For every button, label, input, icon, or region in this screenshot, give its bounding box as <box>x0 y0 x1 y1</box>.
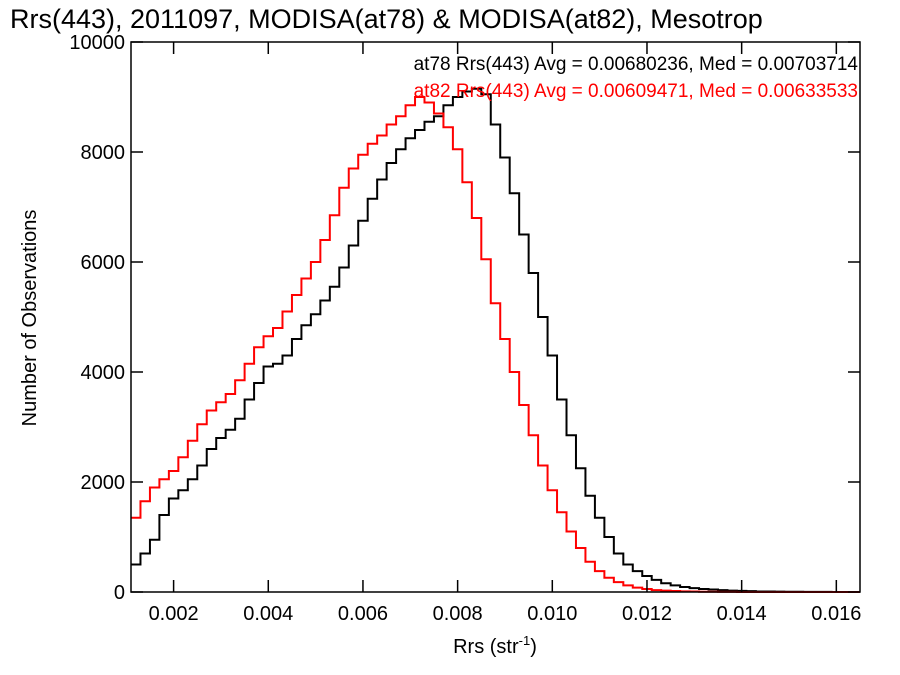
x-tick-label: 0.010 <box>527 603 577 625</box>
y-tick-label: 10000 <box>69 32 125 54</box>
chart-title: Rrs(443), 2011097, MODISA(at78) & MODISA… <box>10 4 763 34</box>
series-layer <box>131 87 860 593</box>
y-axis-ticks: 0 2000 4000 6000 8000 10000 <box>69 32 860 604</box>
series-2-line <box>131 96 860 593</box>
x-axis-ticks: 0.002 0.004 0.006 0.008 0.010 0.012 0.014 0.016 <box>149 42 861 625</box>
x-axis-label-main: Rrs (str <box>453 636 519 658</box>
y-tick-label: 0 <box>114 582 125 604</box>
x-tick-label: 0.002 <box>149 603 199 625</box>
y-tick-label: 8000 <box>81 142 126 164</box>
x-tick-label: 0.004 <box>243 603 293 625</box>
legend-entry-at82: at82 Rrs(443) Avg = 0.00609471, Med = 0.… <box>414 81 858 102</box>
y-tick-label: 4000 <box>81 362 126 384</box>
y-tick-label: 6000 <box>81 252 126 274</box>
x-axis-label-close: ) <box>530 636 537 658</box>
x-axis-label-superscript: -1 <box>519 633 531 648</box>
x-tick-label: 0.006 <box>338 603 388 625</box>
x-axis-label: Rrs (str-1) <box>453 633 537 658</box>
x-tick-label: 0.012 <box>622 603 672 625</box>
x-tick-label: 0.016 <box>811 603 861 625</box>
plot-frame <box>130 41 861 593</box>
series-1-line <box>131 87 860 593</box>
y-tick-label: 2000 <box>81 472 126 494</box>
x-tick-label: 0.014 <box>717 603 767 625</box>
y-axis-label: Number of Observations <box>19 210 41 427</box>
legend-entry-at78: at78 Rrs(443) Avg = 0.00680236, Med = 0.… <box>414 54 859 75</box>
x-tick-label: 0.008 <box>433 603 483 625</box>
